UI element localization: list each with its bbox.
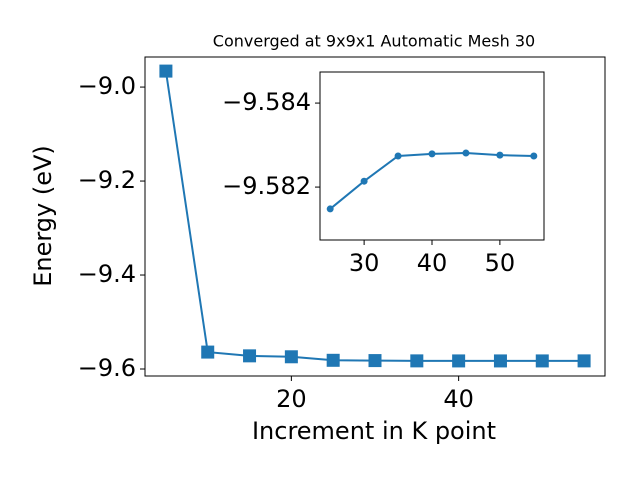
- y-tick-label: −9.6: [78, 354, 136, 382]
- marker: [493, 354, 507, 368]
- marker: [535, 354, 549, 368]
- x-axis-label: Increment in K point: [252, 417, 496, 445]
- marker: [462, 149, 470, 157]
- y-tick-label: −9.0: [78, 72, 136, 100]
- marker: [452, 354, 466, 368]
- y-tick-label: −9.2: [78, 166, 136, 194]
- marker: [243, 349, 257, 363]
- y-tick-label: −9.584: [222, 88, 311, 116]
- marker: [326, 353, 340, 367]
- x-tick-label: 40: [443, 385, 474, 413]
- y-tick-label: −9.582: [222, 172, 311, 200]
- marker: [368, 354, 382, 368]
- x-tick-label: 50: [485, 249, 516, 277]
- marker: [360, 177, 368, 185]
- marker: [201, 345, 215, 359]
- marker: [410, 354, 424, 368]
- marker: [284, 350, 298, 364]
- x-tick-label: 40: [417, 249, 448, 277]
- marker: [394, 152, 402, 160]
- marker: [159, 64, 173, 78]
- y-axis-label: Energy (eV): [29, 145, 57, 287]
- marker: [530, 152, 538, 160]
- marker: [326, 205, 334, 213]
- y-tick-label: −9.4: [78, 260, 136, 288]
- x-tick-label: 20: [276, 385, 307, 413]
- x-tick-label: 30: [349, 249, 380, 277]
- marker: [428, 150, 436, 158]
- chart-title: Converged at 9x9x1 Automatic Mesh 30: [213, 32, 535, 51]
- marker: [577, 354, 591, 368]
- marker: [496, 151, 504, 159]
